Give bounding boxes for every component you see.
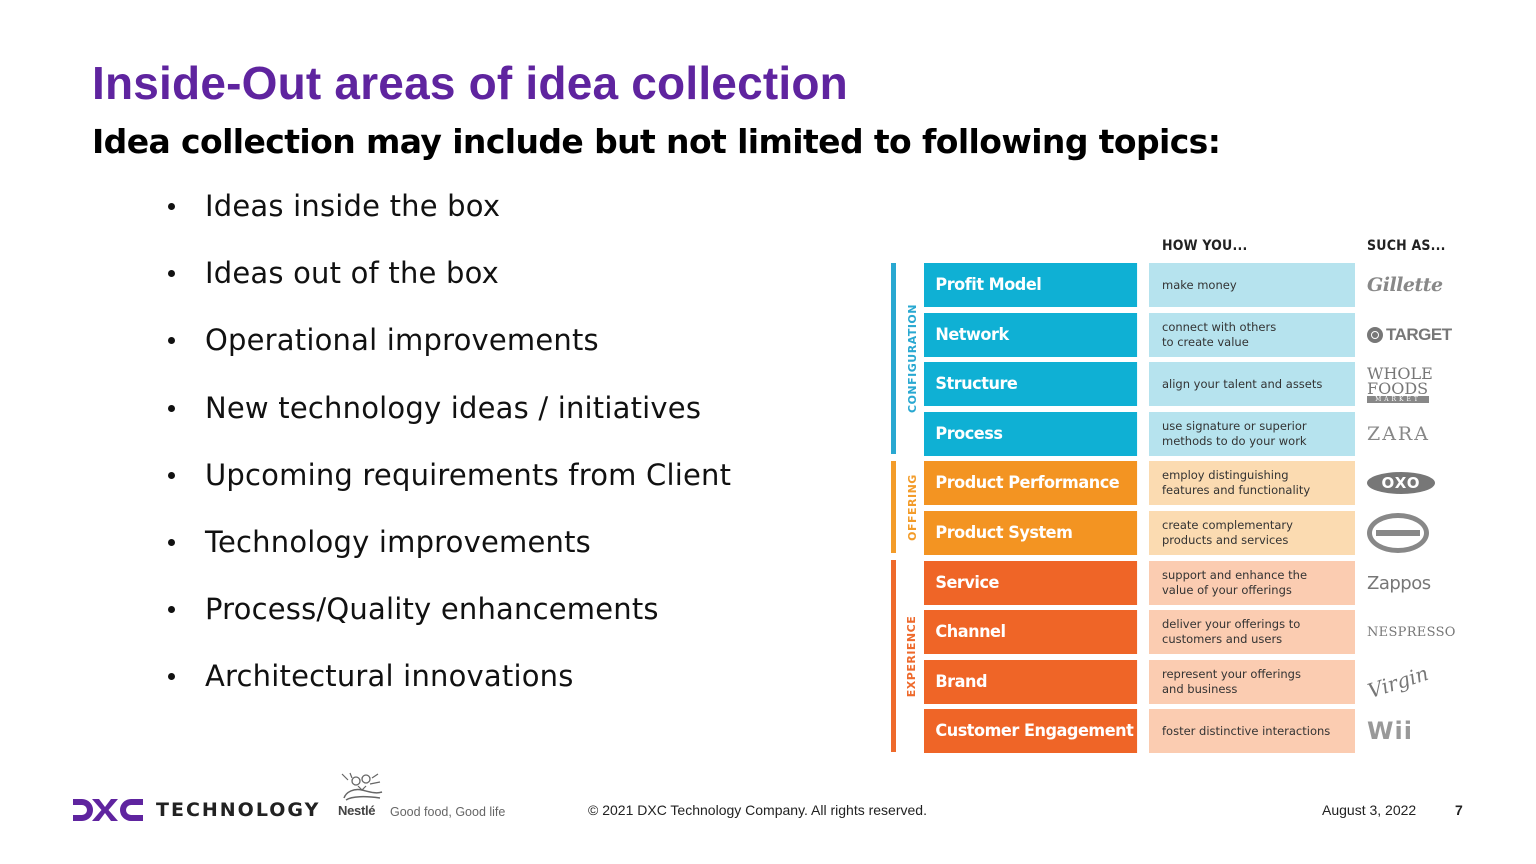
topic-list: Ideas inside the box Ideas out of the bo…	[168, 186, 731, 724]
framework-row-name: Structure	[924, 362, 1138, 406]
group-label-offering: OFFERING	[905, 473, 919, 541]
group-label-experience: EXPERIENCE	[905, 615, 919, 697]
framework-row: Brand represent your offerings and busine…	[924, 660, 1355, 704]
framework-row: Service support and enhance the value of …	[924, 561, 1355, 605]
whole-foods-logo: WHOLE FOODS MARKET	[1367, 363, 1433, 403]
slide-subtitle: Idea collection may include but not limi…	[92, 122, 1221, 161]
bullet-icon	[168, 673, 175, 681]
bullet-icon	[168, 337, 175, 345]
nespresso-logo: NESPRESSO	[1367, 624, 1456, 640]
list-item: Ideas out of the box	[168, 253, 731, 320]
framework-row-name: Product Performance	[924, 461, 1138, 505]
gillette-logo: Gillette	[1367, 274, 1443, 296]
framework-row-description: employ distinguishing features and funct…	[1149, 461, 1355, 505]
group-bar-experience	[891, 560, 896, 752]
slide-title: Inside-Out areas of idea collection	[92, 57, 848, 109]
scion-logo	[1367, 511, 1461, 555]
wii-logo: Wii	[1367, 717, 1413, 745]
bullet-icon	[168, 404, 175, 412]
bullet-icon	[168, 538, 175, 546]
framework-row-description: make money	[1149, 263, 1355, 307]
dxc-technology-logo: TECHNOLOGY	[72, 796, 320, 824]
framework-row-name: Profit Model	[924, 263, 1138, 307]
innovation-framework-figure: HOW YOU... SUCH AS... CONFIGURATION OFFE…	[891, 236, 1461, 756]
framework-row-name: Service	[924, 561, 1138, 605]
framework-row-description: deliver your offerings to customers and …	[1149, 610, 1355, 654]
zara-logo: ZARA	[1367, 423, 1430, 445]
virgin-logo: Virgin	[1364, 660, 1432, 704]
list-item: Ideas inside the box	[168, 186, 731, 253]
list-item: New technology ideas / initiatives	[168, 388, 731, 455]
framework-row-name: Brand	[924, 660, 1138, 704]
group-bar-offering	[891, 461, 896, 553]
dxc-logo-icon	[73, 799, 143, 821]
oxo-logo: OXO	[1367, 461, 1461, 505]
list-item: Architectural innovations	[168, 656, 731, 723]
bullet-icon	[168, 471, 175, 479]
framework-row: Structure align your talent and assets	[924, 362, 1355, 406]
header-how-you: HOW YOU...	[1162, 238, 1248, 254]
target-logo: TARGET	[1367, 313, 1461, 357]
header-such-as: SUCH AS...	[1367, 238, 1446, 254]
framework-row: Product System create complementary produ…	[924, 511, 1355, 555]
nestle-logo: Nestlé Good food, Good life	[338, 772, 518, 822]
framework-row-description: connect with others to create value	[1149, 313, 1355, 357]
slide-date: August 3, 2022	[1322, 802, 1417, 818]
framework-row-name: Customer Engagement	[924, 709, 1138, 753]
nestle-wordmark: Nestlé	[338, 803, 376, 818]
page-number: 7	[1455, 802, 1463, 818]
framework-row-name: Channel	[924, 610, 1138, 654]
list-item: Upcoming requirements from Client	[168, 455, 731, 522]
nestle-nest-logo	[341, 772, 383, 801]
bullet-icon	[168, 203, 175, 210]
framework-row: Network connect with others to create val…	[924, 313, 1355, 357]
bullet-icon	[168, 606, 175, 614]
group-label-configuration: CONFIGURATION	[905, 304, 919, 413]
copyright-text: © 2021 DXC Technology Company. All right…	[588, 802, 927, 818]
bullet-icon	[168, 270, 175, 278]
dxc-technology-wordmark: TECHNOLOGY	[156, 799, 321, 821]
list-item: Technology improvements	[168, 522, 731, 589]
list-item: Process/Quality enhancements	[168, 589, 731, 656]
framework-row-description: align your talent and assets	[1149, 362, 1355, 406]
framework-row-name: Process	[924, 412, 1138, 456]
nestle-tagline: Good food, Good life	[390, 805, 506, 819]
framework-row-description: represent your offerings and business	[1149, 660, 1355, 704]
framework-row-description: use signature or superior methods to do …	[1149, 412, 1355, 456]
group-bar-configuration	[891, 263, 896, 454]
zappos-logo: Zappos	[1367, 572, 1431, 594]
framework-row-name: Product System	[924, 511, 1138, 555]
framework-row: Customer Engagement foster distinctive in…	[924, 709, 1355, 753]
framework-row-name: Network	[924, 313, 1138, 357]
framework-row-description: create complementary products and servic…	[1149, 511, 1355, 555]
framework-row: Product Performance employ distinguishing…	[924, 461, 1355, 505]
framework-row-description: support and enhance the value of your of…	[1149, 561, 1355, 605]
list-item: Operational improvements	[168, 320, 731, 387]
framework-row: Process use signature or superior methods…	[924, 412, 1355, 456]
framework-row-description: foster distinctive interactions	[1149, 709, 1355, 753]
framework-row: Profit Model make money	[924, 263, 1355, 307]
framework-row: Channel deliver your offerings to custome…	[924, 610, 1355, 654]
